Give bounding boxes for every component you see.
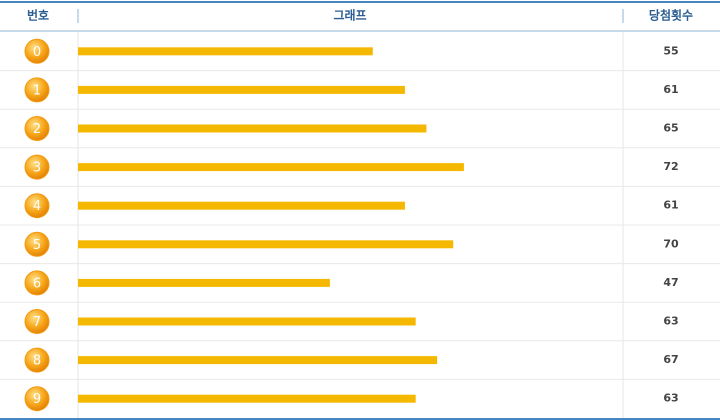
- count-value: 63: [663, 315, 678, 328]
- count-value: 47: [663, 276, 678, 289]
- ball-number: 4: [33, 199, 41, 214]
- number-ball: [24, 193, 50, 219]
- count-value: 70: [663, 237, 679, 250]
- bar: [78, 47, 373, 56]
- ball-number: 7: [33, 315, 41, 330]
- count-value: 63: [663, 392, 678, 405]
- header-cell: 그래프: [333, 8, 366, 23]
- bar: [78, 201, 405, 210]
- count-value: 72: [663, 160, 678, 173]
- ball-number: 6: [33, 276, 41, 291]
- bar: [78, 240, 454, 249]
- bar: [78, 163, 464, 172]
- count-value: 61: [663, 199, 678, 212]
- ball-number: 8: [33, 354, 41, 369]
- number-ball: [24, 116, 50, 141]
- number-ball: [24, 154, 50, 180]
- count-value: 61: [663, 83, 678, 96]
- count-value: 67: [663, 353, 678, 366]
- number-ball: [24, 77, 50, 103]
- ball-number: 5: [33, 238, 41, 253]
- header-cell: 번호: [27, 8, 49, 23]
- ball-number: 2: [33, 122, 41, 137]
- bar: [78, 394, 416, 403]
- ball-number: 3: [33, 161, 41, 176]
- number-ball: [24, 38, 50, 64]
- bar: [78, 278, 330, 287]
- count-value: 55: [663, 44, 678, 57]
- bar: [78, 356, 438, 365]
- number-ball: [24, 386, 50, 412]
- count-value: 65: [663, 122, 678, 135]
- number-ball: [24, 231, 50, 257]
- bar: [78, 317, 416, 326]
- number-ball: [24, 347, 50, 373]
- bar: [78, 85, 405, 94]
- ball-number: 1: [33, 83, 41, 98]
- bar: [78, 124, 427, 133]
- ball-number: 9: [33, 392, 41, 407]
- header-cell: 당첨횟수: [649, 8, 693, 23]
- number-ball: [24, 309, 50, 334]
- number-ball: [24, 270, 50, 296]
- ball-number: 0: [33, 45, 41, 60]
